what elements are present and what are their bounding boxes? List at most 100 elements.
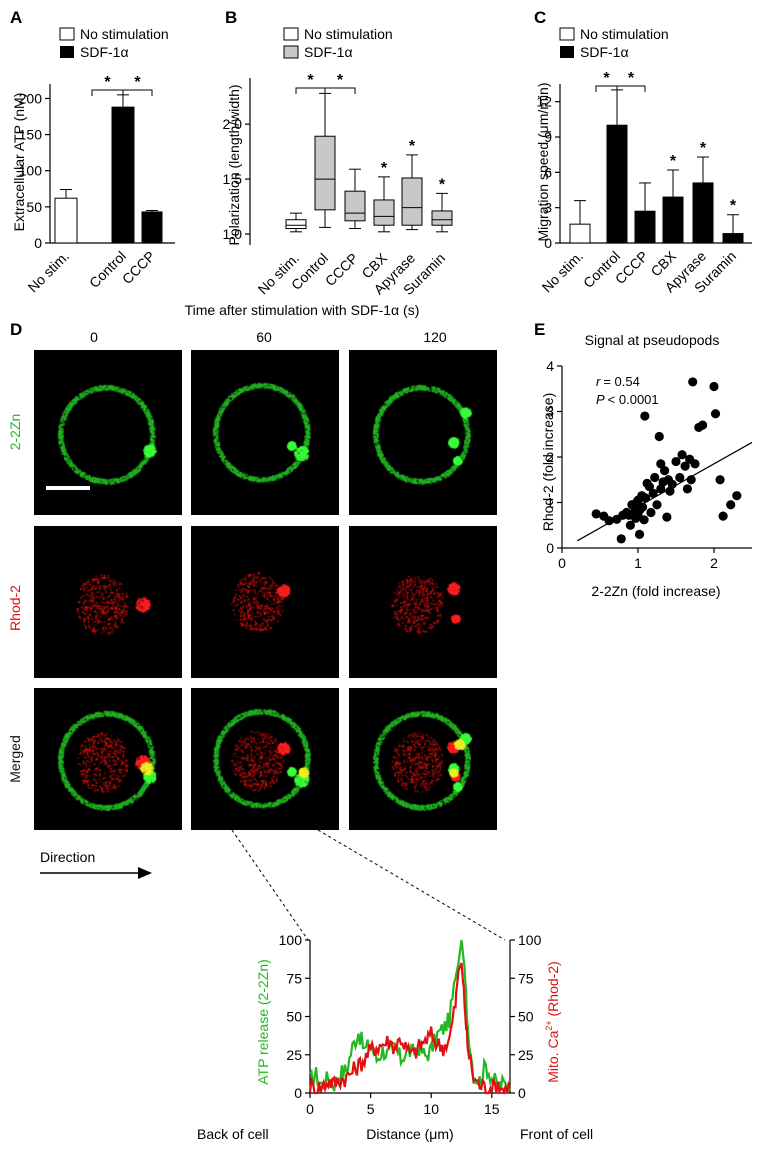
panel-e-x-tick-label: 0 [558,555,566,571]
panel-c: C No stimulation SDF-1α Migration speed … [534,8,752,296]
panel-e-ylabel: Rhod-2 (fold increase) [540,393,556,532]
panel-c-legend-none: No stimulation [580,26,669,42]
panel-a-y-tick-label: 0 [34,235,42,251]
panel-b-box [314,135,336,211]
panel-b-x-tick-label: CCCP [322,250,361,289]
panel-e-point [634,529,645,539]
zoom-line-left [231,829,309,941]
panel-c-bar [569,223,591,244]
panel-e-point [644,481,655,492]
time-label-0: 0 [90,329,98,345]
panel-e-point [656,459,666,469]
panel-b-letter: B [225,8,237,27]
panel-b-sig-star: * [439,176,446,193]
front-of-cell-label: Front of cell [520,1126,593,1142]
profile-xlabel: Distance (μm) [366,1126,453,1142]
panel-b-box [373,199,395,226]
panel-e-point [671,456,681,467]
panel-c-y-tick-label: 3 [544,200,552,216]
profile-x-tick-label: 15 [484,1101,500,1117]
panel-e-point [698,420,708,430]
panel-a-y-tick-label: 200 [19,90,43,106]
profile-ylabel-right-suffix: (Rhod-2) [545,961,561,1020]
panel-e-point [688,377,698,387]
panel-c-sig-star: * [670,153,677,170]
micro-merged-120s [349,688,497,830]
panel-d: D Time after stimulation with SDF-1α (s)… [7,302,506,941]
panel-e-xlabel: 2-2Zn (fold increase) [591,583,720,599]
panel-b-legend-none: No stimulation [304,26,393,42]
panel-e-point [677,450,687,460]
panel-b-sig-2-bracket [324,87,356,94]
profile-ylabel-right-sup: 2+ [544,1020,554,1030]
panel-b-legend-swatch-none [283,27,299,41]
panel-b-ylabel: Polarization (length/width) [226,84,242,245]
stat-r-symbol: r [596,374,601,389]
panel-c-y-tick-label: 6 [544,164,552,180]
panel-a-y-tick-label: 150 [19,127,43,143]
panel-b-legend-sdf: SDF-1α [304,44,353,60]
panel-b-box [344,190,366,222]
time-label-60: 60 [256,329,272,345]
panel-b-legend-swatch-sdf [283,45,299,59]
panel-e-point [726,500,736,510]
panel-b-sig-1-label: * [307,72,314,89]
panel-e-point [604,516,614,526]
panel-a-sig-1-label: * [104,74,111,91]
panel-e-title: Signal at pseudopods [585,332,720,348]
panel-e-point [639,515,649,525]
profile-x-tick-label: 10 [423,1101,439,1117]
panel-e-y-tick-label: 0 [546,540,554,556]
panel-c-y-tick-label: 0 [544,235,552,251]
stat-p: P < 0.0001 [596,392,659,407]
micro-rhod-2-120s [349,526,497,678]
panel-e-point [718,511,728,521]
panel-b-chart: 1.01.52.0No stim.ControlCCCPCBX*Apyrase*… [223,72,453,298]
panel-e-point [667,479,677,489]
panel-c-sig-2-label: * [628,70,635,87]
panel-e-point [652,500,662,510]
panel-b: B No stimulation SDF-1α Polarization (le… [223,8,453,298]
panel-e-x-tick-label: 2 [710,555,718,571]
panel-c-y-tick-label: 9 [544,129,552,145]
panel-e-letter: E [534,320,545,339]
panel-a-x-tick-label: Control [86,248,129,291]
panel-a-legend-swatch-none [59,27,75,41]
panel-e: E Signal at pseudopods Rhod-2 (fold incr… [534,320,753,599]
panel-a-letter: A [10,8,22,27]
panel-e-y-tick-label: 1 [546,495,554,511]
panel-e-point [648,488,658,498]
panel-e-point [660,466,670,476]
panel-a-bar [111,106,135,244]
panel-b-y-tick-label: 2.0 [223,116,243,132]
panel-d-letter: D [10,320,22,339]
panel-e-point [732,491,742,501]
panel-b-box [285,219,307,230]
panel-e-point [690,459,700,469]
profile-ylabel-right-prefix: Mito. Ca [545,1030,561,1082]
profile-left-tick-label: 75 [286,970,302,986]
panel-e-y-tick-label: 2 [546,449,554,465]
panel-e-point [625,520,636,530]
stat-p-value: < 0.0001 [608,392,659,407]
panel-a-y-tick-label: 100 [19,163,43,179]
panel-a-y-tick-label: 50 [26,199,42,215]
direction-label: Direction [40,849,95,865]
panel-e-point [680,461,690,471]
row-label-merged: Merged [7,735,23,782]
panel-e-point [686,475,696,485]
profile-right-tick-label: 25 [518,1047,534,1063]
profile-right-tick-label: 100 [518,932,542,948]
panel-c-x-tick-label: Control [580,248,623,291]
panel-b-box [401,177,423,226]
panel-a-legend-sdf: SDF-1α [80,44,129,60]
profile-series-atp [309,939,511,1093]
panel-c-bar [692,182,714,244]
profile-left-tick-label: 0 [294,1085,302,1101]
panel-a: A No stimulation SDF-1α Extracellular AT… [10,8,175,295]
stat-r: r = 0.54 [596,374,640,389]
panel-c-y-tick-label: 12 [536,94,552,110]
panel-b-y-tick-label: 1.5 [223,171,243,187]
